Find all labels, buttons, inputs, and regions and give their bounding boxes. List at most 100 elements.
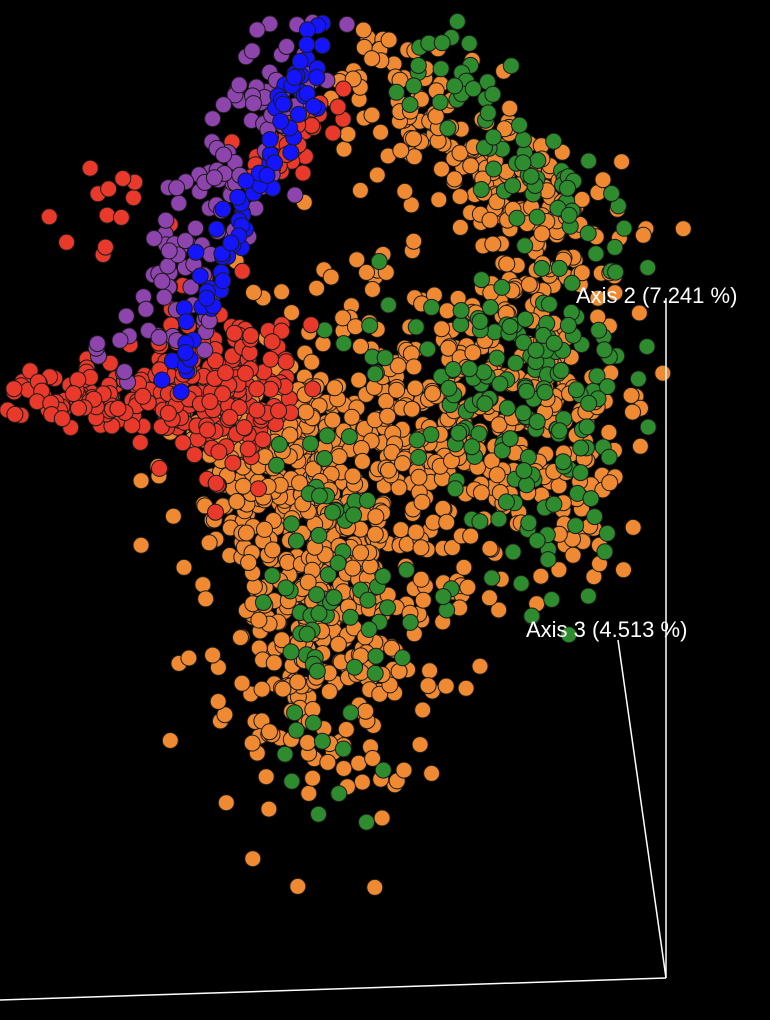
point-orange — [411, 736, 429, 754]
point-orange — [533, 225, 551, 243]
point-orange — [392, 521, 410, 539]
point-green — [516, 310, 534, 328]
point-green — [572, 439, 590, 457]
point-green — [523, 607, 541, 625]
point-green — [360, 620, 378, 638]
point-red — [207, 474, 225, 492]
point-green — [603, 185, 621, 202]
point-orange — [352, 544, 370, 562]
point-orange — [439, 339, 457, 357]
point-orange — [402, 196, 420, 214]
point-green — [595, 341, 613, 359]
point-green — [439, 119, 457, 137]
point-red — [53, 410, 71, 428]
point-orange — [600, 423, 618, 441]
point-orange — [348, 251, 366, 269]
point-red — [324, 124, 342, 142]
axis-3-label: Axis 3 (4.513 %) — [526, 617, 687, 642]
point-green — [380, 296, 397, 314]
point-green — [516, 237, 534, 255]
point-green — [518, 382, 536, 400]
point-orange — [427, 107, 445, 125]
point-green — [638, 338, 656, 356]
point-red — [131, 434, 149, 451]
point-red — [40, 208, 58, 226]
point-green — [433, 34, 451, 52]
point-orange — [424, 385, 442, 402]
point-blue — [285, 68, 303, 86]
point-orange — [264, 541, 282, 559]
point-green — [329, 554, 347, 572]
point-red — [329, 98, 347, 116]
point-green — [493, 442, 511, 460]
point-blue — [208, 220, 225, 238]
point-orange — [256, 520, 273, 538]
point-orange — [343, 408, 361, 426]
point-green — [324, 503, 341, 521]
point-orange — [337, 721, 355, 738]
point-green — [579, 224, 597, 242]
point-orange — [613, 153, 631, 171]
axis-2-label: Axis 2 (7.241 %) — [576, 283, 737, 308]
point-orange — [406, 379, 424, 397]
point-orange — [350, 371, 368, 389]
point-blue — [298, 36, 316, 53]
point-green — [432, 60, 450, 78]
point-red — [159, 404, 177, 422]
point-orange — [260, 800, 278, 818]
point-green — [527, 341, 545, 359]
point-orange — [197, 590, 215, 608]
point-orange — [330, 448, 348, 466]
point-blue — [299, 21, 316, 39]
point-purple — [205, 169, 223, 187]
point-green — [539, 551, 557, 569]
point-orange — [373, 809, 391, 827]
point-blue — [291, 52, 309, 70]
point-orange — [366, 878, 384, 896]
point-orange — [324, 411, 342, 429]
point-orange — [289, 877, 307, 895]
point-blue — [187, 243, 205, 261]
point-blue — [313, 37, 331, 54]
point-orange — [274, 680, 292, 698]
point-orange — [299, 734, 317, 751]
point-orange — [390, 479, 408, 497]
point-green — [580, 152, 598, 170]
point-green — [308, 662, 326, 680]
point-orange — [606, 284, 624, 302]
axis-1-line — [0, 977, 667, 1001]
point-blue — [305, 97, 323, 115]
point-green — [334, 740, 352, 758]
point-orange — [624, 403, 641, 421]
point-green — [590, 321, 608, 339]
point-orange — [322, 268, 340, 286]
point-orange — [308, 279, 326, 297]
point-orange — [451, 144, 469, 162]
point-green — [342, 608, 359, 626]
point-green — [529, 152, 547, 169]
point-red — [277, 353, 295, 371]
point-orange — [297, 403, 315, 421]
point-orange — [674, 220, 692, 238]
point-green — [374, 567, 392, 585]
point-green — [460, 360, 478, 378]
point-purple — [196, 341, 214, 359]
point-green — [502, 57, 520, 75]
point-blue — [172, 383, 190, 401]
point-orange — [283, 304, 301, 322]
point-green — [419, 340, 437, 358]
point-orange — [291, 474, 308, 492]
point-orange — [380, 31, 398, 49]
point-orange — [624, 518, 642, 536]
point-green — [528, 413, 546, 431]
point-red — [262, 350, 279, 368]
point-green — [346, 658, 364, 676]
point-purple — [137, 300, 155, 318]
point-green — [582, 490, 600, 508]
point-green — [277, 579, 295, 597]
point-green — [560, 626, 578, 644]
point-green — [361, 317, 379, 335]
point-orange — [204, 646, 222, 664]
